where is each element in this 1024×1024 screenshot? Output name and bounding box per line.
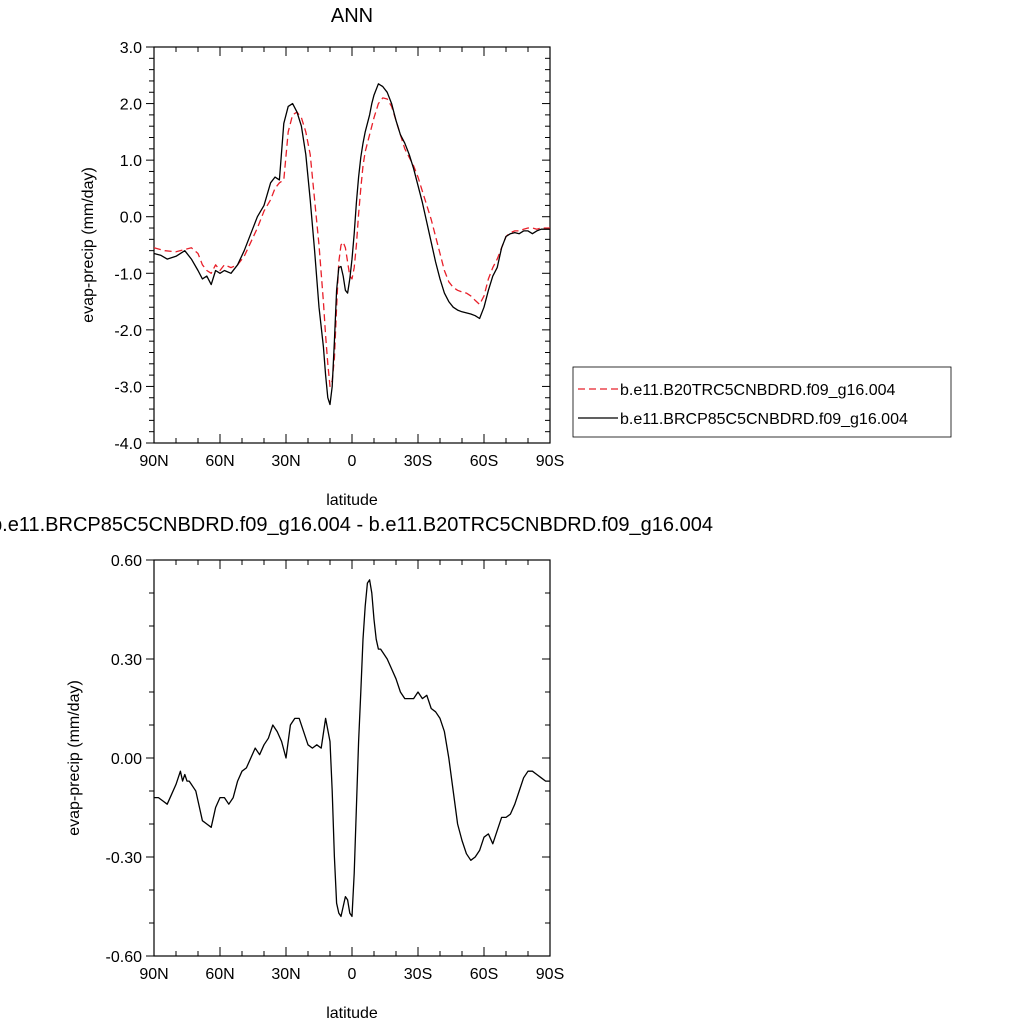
chart-title: b.e11.BRCP85C5CNBDRD.f09_g16.004 - b.e11… (0, 514, 713, 536)
y-ticks: -0.60 -0.30 0.00 0.30 0.60 (106, 553, 550, 966)
y-tick-label: 0.0 (120, 210, 142, 227)
series-line-1 (154, 579, 550, 918)
x-tick-label: 90S (536, 453, 564, 470)
x-tick-label: 60N (205, 966, 234, 983)
y-tick-label: 1.0 (120, 153, 142, 170)
x-tick-label: 90N (139, 453, 168, 470)
x-tick-label: 30S (404, 966, 432, 983)
x-tick-label: 90N (139, 966, 168, 983)
x-tick-label: 60N (205, 453, 234, 470)
x-tick-label: 30N (271, 453, 300, 470)
x-tick-label: 60S (470, 453, 498, 470)
y-axis-label: evap-precip (mm/day) (66, 680, 83, 836)
x-ticks: 90N 60N 30N 0 30S 60S 90S (139, 560, 564, 983)
chart-title: ANN (331, 5, 373, 27)
plot-frame (153, 46, 551, 444)
legend-label-series-2: b.e11.BRCP85C5CNBDRD.f09_g16.004 (620, 411, 908, 428)
y-tick-label: -1.0 (114, 266, 142, 283)
top-chart: ANN 90N 60N 30N 0 30S 60S 90S -4.0 -3.0 -2.0 -1.0… (80, 5, 952, 509)
x-tick-label: 30N (271, 966, 300, 983)
series-line-1 (153, 97, 550, 388)
legend-label-series-1: b.e11.B20TRC5CNBDRD.f09_g16.004 (620, 382, 896, 399)
y-tick-label: 0.30 (111, 652, 142, 669)
legend: b.e11.B20TRC5CNBDRD.f09_g16.004 b.e11.BR… (572, 366, 952, 438)
x-tick-label: 0 (348, 966, 357, 983)
y-tick-label: -2.0 (114, 323, 142, 340)
series-line-2 (153, 83, 550, 406)
x-ticks: 90N 60N 30N 0 30S 60S 90S (139, 47, 564, 470)
x-tick-label: 0 (348, 453, 357, 470)
y-tick-label: -3.0 (114, 379, 142, 396)
x-tick-label: 90S (536, 966, 564, 983)
x-axis-label: latitude (326, 492, 378, 509)
bottom-chart: b.e11.BRCP85C5CNBDRD.f09_g16.004 - b.e11… (0, 514, 713, 1022)
y-tick-label: -0.60 (106, 949, 143, 966)
y-axis-label: evap-precip (mm/day) (80, 167, 97, 323)
y-tick-label: -4.0 (114, 436, 142, 453)
x-tick-label: 60S (470, 966, 498, 983)
x-axis-label: latitude (326, 1005, 378, 1022)
y-ticks: -4.0 -3.0 -2.0 -1.0 0.0 1.0 2.0 3.0 (114, 40, 550, 453)
y-tick-label: 0.60 (111, 553, 142, 570)
y-tick-label: 3.0 (120, 40, 142, 57)
y-tick-label: 0.00 (111, 751, 142, 768)
x-tick-label: 30S (404, 453, 432, 470)
y-tick-label: 2.0 (120, 97, 142, 114)
series-layer (153, 83, 550, 406)
series-layer (154, 579, 550, 918)
legend-box (572, 366, 952, 438)
y-tick-label: -0.30 (106, 850, 143, 867)
plot-frame (153, 559, 551, 957)
